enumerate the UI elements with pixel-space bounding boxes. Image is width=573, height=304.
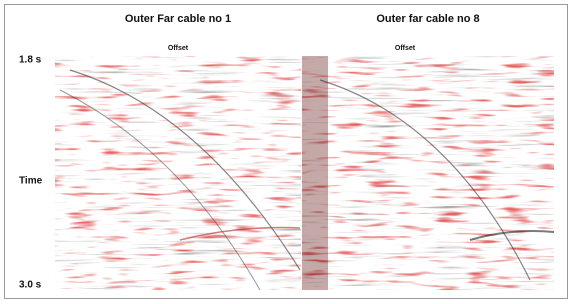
panel-title: Outer Far cable no 1 (125, 13, 231, 25)
time-label: Time (19, 176, 43, 187)
seismic-panel (302, 56, 554, 290)
axis-label: Offset (168, 45, 189, 52)
figure: Outer Far cable no 1 Outer far cable no … (0, 0, 573, 304)
time-top: 1.8 s (19, 55, 42, 66)
axis-label: Offset (395, 45, 416, 52)
panel-title: Outer far cable no 8 (376, 13, 479, 25)
time-bottom: 3.0 s (19, 280, 42, 291)
seismic-panel (55, 56, 301, 290)
